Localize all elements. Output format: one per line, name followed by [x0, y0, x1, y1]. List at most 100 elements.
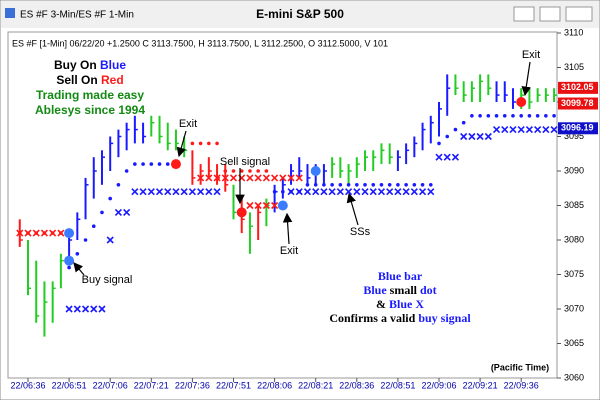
- x-marker: [188, 188, 196, 196]
- stop-dot: [264, 169, 269, 173]
- x-tick-label: 22/07:21: [134, 380, 169, 390]
- text-line: Trading made easy: [36, 88, 144, 102]
- stop-dot: [83, 238, 88, 242]
- arrows: [73, 61, 532, 276]
- x-tick-label: 22/09:21: [463, 380, 498, 390]
- chart-title: E-mini S&P 500: [256, 7, 344, 21]
- x-marker: [525, 126, 533, 134]
- stop-dot: [396, 183, 400, 187]
- price-tag: [558, 97, 598, 110]
- x-marker: [81, 305, 90, 313]
- stop-dot: [338, 183, 343, 187]
- signal-dot: [277, 200, 288, 211]
- y-tick-label: 3085: [564, 200, 584, 210]
- stop-dot: [223, 169, 228, 173]
- text-line: Blue bar: [378, 269, 423, 283]
- x-marker: [394, 188, 402, 196]
- x-marker: [361, 188, 369, 196]
- y-tick-label: 3060: [564, 372, 584, 382]
- x-marker: [40, 229, 49, 237]
- x-marker: [57, 229, 65, 237]
- stop-dot: [281, 189, 285, 194]
- y-tick-label: 3075: [564, 269, 584, 279]
- x-marker: [147, 188, 155, 196]
- x-marker: [369, 188, 377, 196]
- stop-dot: [239, 169, 244, 173]
- y-tick-label: 3110: [564, 27, 583, 37]
- x-marker: [295, 174, 303, 182]
- stop-dot: [535, 114, 540, 118]
- minimize-button[interactable]: [513, 6, 535, 22]
- y-tick-label: 3080: [564, 234, 584, 244]
- stop-dot: [379, 183, 384, 187]
- maximize-button[interactable]: [539, 6, 561, 22]
- x-tick-label: 22/08:51: [380, 380, 415, 390]
- price-tag: [558, 122, 598, 135]
- x-tick-label: 22/08:06: [257, 380, 292, 390]
- x-marker: [90, 305, 98, 313]
- x-marker: [24, 229, 32, 237]
- stop-dot: [133, 162, 137, 166]
- y-tick-label: 3095: [564, 131, 584, 141]
- close-button[interactable]: [565, 6, 593, 22]
- stop-dot: [157, 162, 162, 166]
- text-part: Ablesys since 1994: [35, 103, 145, 117]
- x-marker: [303, 188, 312, 196]
- stop-dot: [124, 169, 129, 173]
- text-part: Sell On: [56, 73, 101, 87]
- stop-dot: [272, 189, 277, 194]
- x-tick-label: 22/08:36: [339, 380, 374, 390]
- x-marker: [312, 188, 320, 196]
- x-marker: [410, 188, 418, 196]
- stop-dot: [215, 141, 219, 146]
- arrow: [282, 212, 293, 245]
- x-marker: [197, 174, 205, 182]
- arrow: [73, 262, 85, 276]
- x-marker: [229, 174, 238, 182]
- annotation: (Pacific Time): [491, 362, 549, 372]
- x-marker: [139, 188, 147, 196]
- stop-dot: [437, 141, 441, 146]
- price-tag-label: 3102.05: [561, 82, 594, 92]
- stop-dot: [478, 114, 482, 118]
- x-marker: [386, 188, 394, 196]
- stop-dot: [165, 162, 170, 166]
- signal-dot: [64, 255, 75, 266]
- x-marker: [468, 132, 476, 141]
- x-marker: [131, 188, 139, 196]
- text-part: small: [387, 283, 420, 297]
- text-part: buy signal: [418, 311, 471, 325]
- stop-dot: [256, 169, 260, 173]
- x-marker: [336, 188, 344, 196]
- annotation: Exit: [522, 49, 540, 61]
- annotation: SSs: [350, 226, 371, 238]
- x-marker: [262, 174, 270, 182]
- x-marker: [32, 229, 40, 237]
- stop-dot: [108, 196, 112, 201]
- x-marker: [123, 208, 131, 216]
- x-marker: [476, 132, 484, 141]
- x-marker: [287, 188, 295, 196]
- stop-dot: [486, 114, 491, 118]
- stop-dot: [198, 141, 203, 146]
- x-marker: [443, 153, 451, 161]
- stop-dot: [428, 183, 433, 187]
- signal-dot: [516, 97, 527, 107]
- stop-dot: [248, 169, 252, 173]
- x-marker: [213, 188, 221, 196]
- stop-dot: [141, 162, 145, 166]
- text-part: Blue: [100, 58, 126, 72]
- stop-dot: [470, 114, 474, 118]
- x-marker: [65, 305, 73, 313]
- x-marker: [484, 132, 492, 141]
- text-line: & Blue X: [376, 297, 424, 311]
- stop-dot: [420, 183, 425, 187]
- stop-dot: [322, 183, 326, 187]
- arrow: [346, 192, 359, 226]
- y-tick-label: 3090: [564, 165, 584, 175]
- x-marker: [271, 174, 279, 182]
- x-tick-label: 22/09:36: [504, 380, 539, 390]
- text-part: Buy On: [54, 58, 100, 72]
- stop-dot: [453, 127, 458, 132]
